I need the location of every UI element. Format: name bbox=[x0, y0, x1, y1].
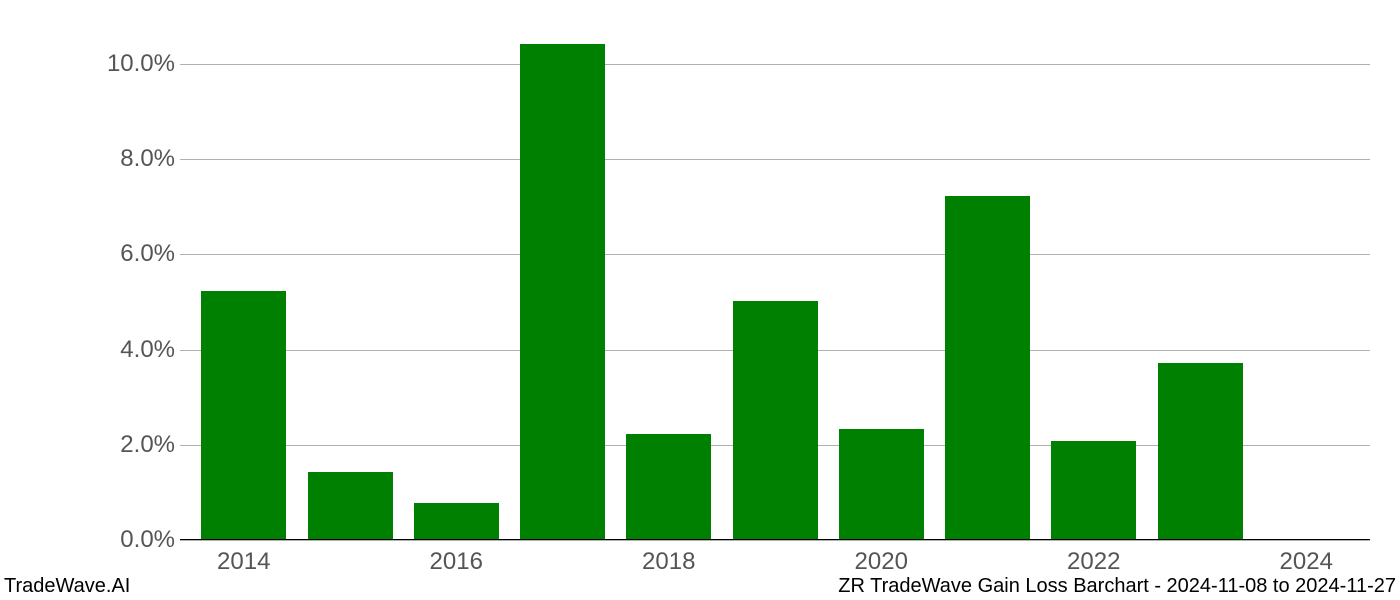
x-tick-label: 2016 bbox=[430, 548, 483, 576]
x-tick-label: 2022 bbox=[1067, 548, 1120, 576]
footer-caption: ZR TradeWave Gain Loss Barchart - 2024-1… bbox=[838, 575, 1396, 598]
bar-2017 bbox=[520, 44, 605, 539]
bar-2022 bbox=[1051, 441, 1136, 539]
bar-2021 bbox=[945, 196, 1030, 539]
bar-2016 bbox=[414, 503, 499, 539]
gridline bbox=[180, 64, 1370, 65]
bar-2023 bbox=[1158, 363, 1243, 539]
y-tick-label: 2.0% bbox=[120, 431, 175, 459]
gridline bbox=[180, 540, 1370, 541]
y-tick-label: 0.0% bbox=[120, 526, 175, 554]
x-tick-label: 2020 bbox=[855, 548, 908, 576]
x-tick-label: 2014 bbox=[217, 548, 270, 576]
y-tick-label: 8.0% bbox=[120, 145, 175, 173]
bar-2015 bbox=[308, 472, 393, 539]
y-tick-label: 4.0% bbox=[120, 336, 175, 364]
bar-2014 bbox=[201, 291, 286, 539]
footer-brand: TradeWave.AI bbox=[4, 575, 130, 598]
plot-area bbox=[180, 40, 1370, 540]
gridline bbox=[180, 254, 1370, 255]
bar-2019 bbox=[733, 301, 818, 539]
y-tick-label: 10.0% bbox=[107, 50, 175, 78]
y-tick-label: 6.0% bbox=[120, 240, 175, 268]
bar-2018 bbox=[626, 434, 711, 539]
x-tick-label: 2024 bbox=[1280, 548, 1333, 576]
x-tick-label: 2018 bbox=[642, 548, 695, 576]
gain-loss-barchart: 0.0% 2.0% 4.0% 6.0% 8.0% 10.0% 2014 2016 2018 20… bbox=[0, 0, 1400, 600]
gridline bbox=[180, 159, 1370, 160]
bar-2020 bbox=[839, 429, 924, 539]
